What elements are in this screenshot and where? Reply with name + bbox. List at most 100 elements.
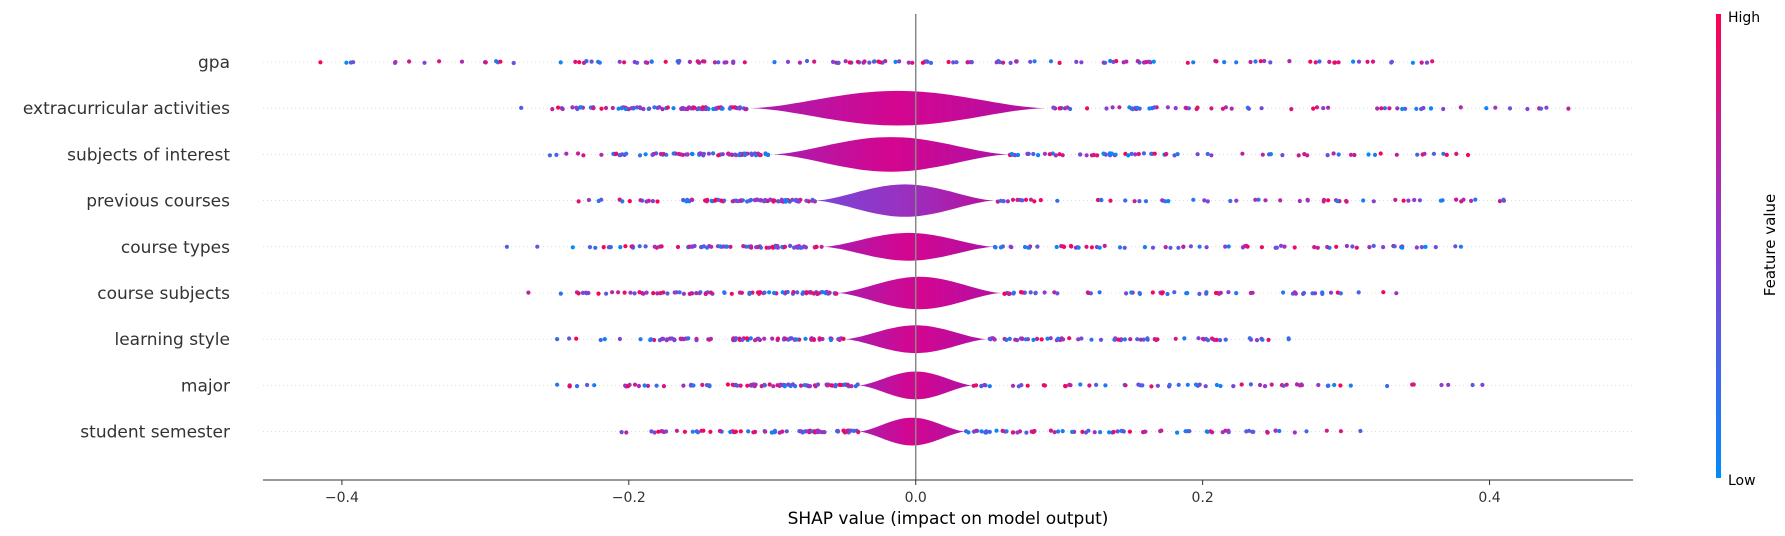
feature-label: previous courses [86,192,230,212]
data-point [707,384,712,389]
data-point [1433,245,1438,250]
data-point [1135,59,1140,64]
data-point [1538,106,1544,111]
data-point [861,60,866,65]
data-point [1060,429,1065,434]
data-point [593,245,598,250]
data-point [1020,198,1025,203]
data-point [1175,430,1180,435]
data-point [1259,245,1264,250]
data-point [998,198,1003,203]
data-point [1032,199,1037,204]
data-point [804,290,809,295]
data-point [1382,106,1387,111]
data-point [660,107,665,112]
data-point [1117,245,1123,250]
data-point [767,245,772,250]
data-point [1254,338,1260,343]
data-point [1188,244,1193,249]
data-point [1313,60,1318,65]
data-point [738,198,744,203]
data-point [1350,244,1355,249]
data-point [1010,383,1016,388]
data-point [1338,429,1343,434]
data-point [1062,244,1067,249]
data-point [1428,106,1434,111]
data-point [1493,105,1498,110]
data-point [1351,59,1356,64]
data-point [660,429,665,434]
data-point [1089,337,1094,342]
data-point [1209,153,1214,158]
data-point [1015,197,1020,202]
data-point [794,244,799,249]
data-point [1379,106,1384,111]
data-point [554,152,559,157]
data-point [1314,105,1320,110]
data-point [1056,429,1061,434]
data-point [1246,428,1252,433]
data-point [586,197,592,203]
data-point [574,336,579,341]
data-point [1292,430,1297,435]
x-axis-title: SHAP value (impact on model output) [788,509,1109,529]
data-point [772,290,777,296]
data-point [734,153,739,158]
data-point [697,291,702,296]
data-point [671,151,676,156]
data-point [635,60,640,65]
data-point [708,429,713,434]
data-point [775,199,781,204]
data-point [785,59,791,64]
data-point [1124,291,1129,296]
data-point [709,198,714,203]
data-point [681,383,686,388]
data-point [1138,337,1143,342]
data-point [1007,336,1012,341]
data-point [555,382,560,387]
feature-label: major [181,376,230,396]
x-axis: −0.4 −0.2 0.0 0.2 0.4 [263,479,1633,506]
data-point [1002,291,1007,296]
data-point [1033,290,1038,295]
data-point [1197,382,1202,387]
data-point [1231,384,1236,389]
data-point [1223,337,1228,342]
data-point [597,60,602,65]
data-point [1158,429,1163,434]
data-point [651,291,656,296]
data-point [1035,244,1040,249]
data-point [811,337,817,342]
data-point [1013,337,1018,342]
data-point [1332,60,1337,65]
data-point [699,428,704,433]
data-point [802,383,807,388]
data-point [716,153,721,158]
data-point [1242,244,1247,249]
data-point [1055,291,1060,296]
data-point [1086,428,1091,433]
data-point [645,383,651,388]
data-point [730,199,735,204]
data-point [1321,106,1326,111]
data-point [702,59,707,64]
data-point [1209,106,1214,111]
data-point [838,382,843,388]
feature-rows [263,61,1633,432]
data-point [1191,197,1196,202]
x-tick-label: −0.4 [325,490,359,506]
data-point [793,198,798,203]
data-point [623,244,628,249]
data-point [684,199,689,204]
data-point [737,290,743,295]
data-point [664,429,669,434]
data-point [1011,291,1016,296]
data-point [803,336,808,341]
data-point [581,153,586,158]
feature-label: extracurricular activities [23,99,230,119]
data-point [769,430,774,435]
data-point [1020,336,1025,341]
data-point [1469,198,1474,203]
data-point [535,244,540,249]
data-point [797,60,803,65]
